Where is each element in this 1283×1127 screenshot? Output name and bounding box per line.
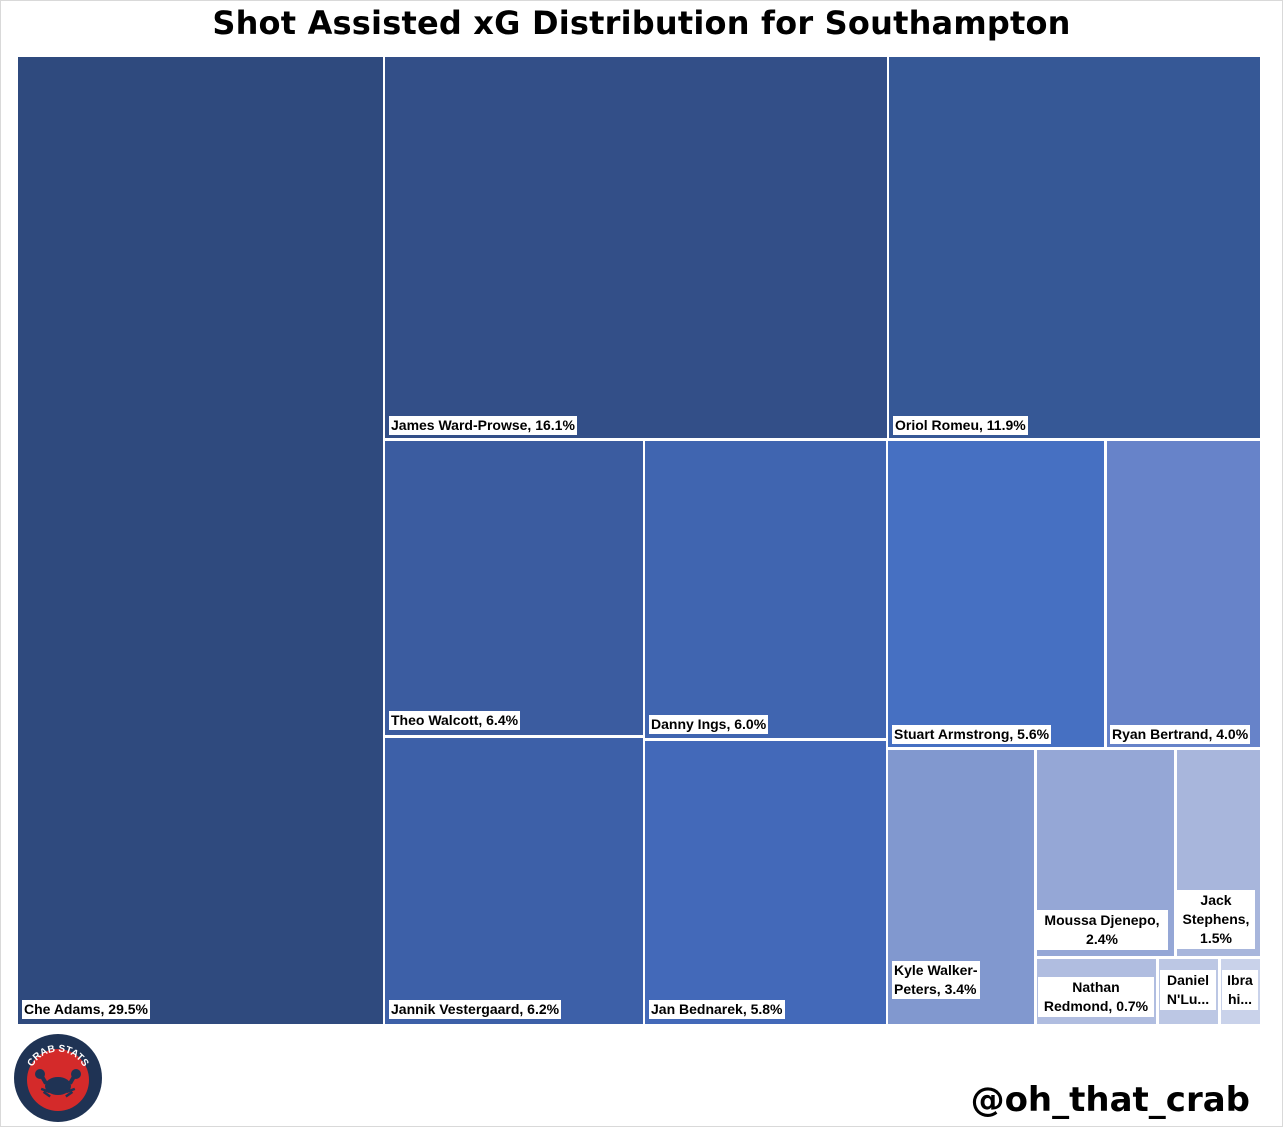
label-jack-stephens: Jack Stephens, 1.5% (1177, 890, 1255, 949)
crab-stats-logo: CRAB STATS (14, 1034, 102, 1122)
label-nathan-redmond: Nathan Redmond, 0.7% (1038, 977, 1154, 1017)
tile-stuart-armstrong (888, 441, 1104, 747)
label-oriol-romeu: Oriol Romeu, 11.9% (893, 416, 1028, 435)
tile-jannik-vestergaard (385, 738, 643, 1024)
label-ryan-bertrand: Ryan Bertrand, 4.0% (1110, 725, 1251, 744)
tile-danny-ings (645, 441, 886, 738)
twitter-handle: @oh_that_crab (970, 1080, 1250, 1120)
tile-oriol-romeu (889, 57, 1260, 438)
tile-james-ward-prowse (385, 57, 887, 438)
label-che-adams: Che Adams, 29.5% (22, 1000, 150, 1019)
label-james-ward-prowse: James Ward-Prowse, 16.1% (389, 416, 577, 435)
label-daniel-n-lundulu: Daniel N'Lu... (1160, 970, 1216, 1010)
tile-theo-walcott (385, 441, 643, 735)
label-kyle-walker-peters: Kyle Walker- Peters, 3.4% (892, 961, 980, 999)
crab-icon (35, 1069, 81, 1098)
label-jannik-vestergaard: Jannik Vestergaard, 6.2% (389, 1000, 562, 1019)
label-theo-walcott: Theo Walcott, 6.4% (389, 711, 521, 730)
tile-che-adams (18, 57, 383, 1024)
tile-jan-bednarek (645, 741, 886, 1024)
label-danny-ings: Danny Ings, 6.0% (649, 715, 769, 734)
label-jan-bednarek: Jan Bednarek, 5.8% (649, 1000, 785, 1019)
label-ibrahima-diallo: Ibra hi... (1222, 970, 1258, 1010)
label-stuart-armstrong: Stuart Armstrong, 5.6% (892, 725, 1052, 744)
tile-ryan-bertrand (1107, 441, 1260, 747)
label-moussa-djenepo: Moussa Djenepo, 2.4% (1036, 910, 1168, 950)
chart-title: Shot Assisted xG Distribution for Southa… (212, 4, 1071, 42)
